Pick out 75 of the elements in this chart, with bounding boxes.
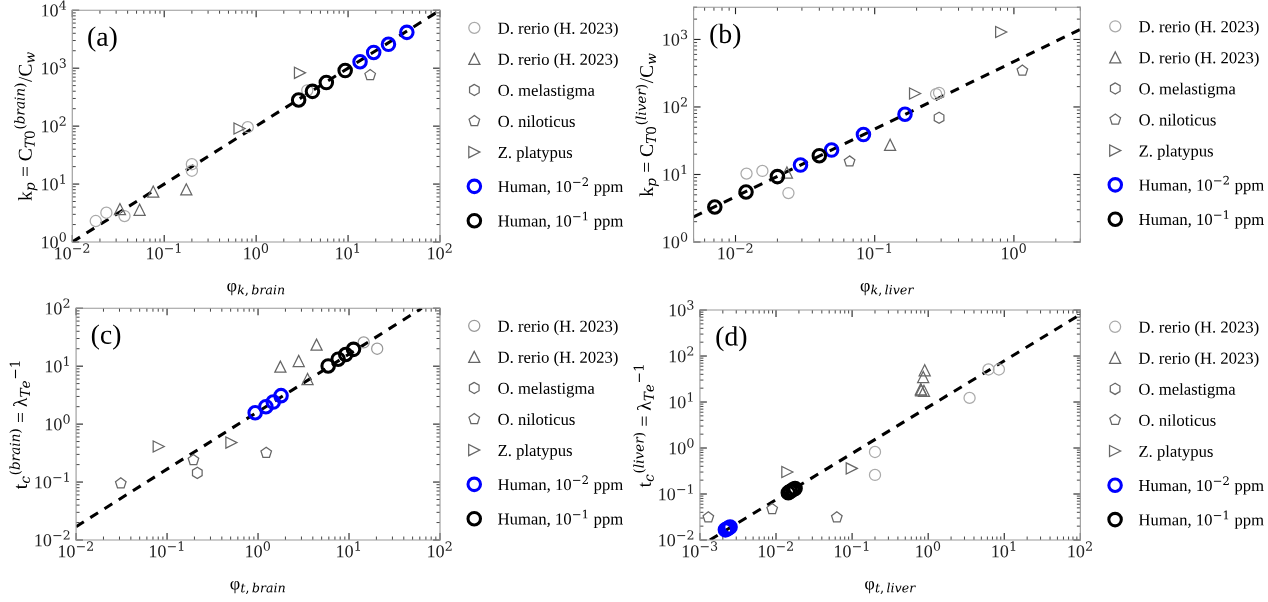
legend-label: Human, 10$^{−2}$ ppm bbox=[498, 177, 624, 196]
y-tick-label: 10$^{3}$ bbox=[663, 29, 688, 46]
x-tick-label: 10$^{−2}$ bbox=[718, 243, 753, 260]
y-tick-label: 10$^{0}$ bbox=[663, 232, 688, 249]
x-tick-label: 10$^{0}$ bbox=[244, 243, 269, 260]
legend-label: Human, 10$^{−2}$ ppm bbox=[1138, 476, 1264, 495]
x-tick-label: 10$^{−3}$ bbox=[682, 541, 718, 558]
legend-label: D. rerio (H. 2023) bbox=[498, 53, 618, 69]
x-tick-label: 10$^{0}$ bbox=[916, 541, 941, 558]
y-tick-label: 10$^{1}$ bbox=[663, 164, 687, 181]
legend-label: D. rerio (H. 2023) bbox=[498, 320, 618, 336]
legend-label: Z. platypus bbox=[498, 444, 572, 460]
annotation: (d) bbox=[716, 326, 747, 352]
x-tick-label: 10$^{−1}$ bbox=[147, 243, 181, 260]
legend-label: D. rerio (H. 2023) bbox=[498, 22, 618, 38]
legend-label: D. rerio (H. 2023) bbox=[498, 351, 618, 367]
legend-label: Z. platypus bbox=[498, 146, 573, 162]
x-tick-label: 10$^{−2}$ bbox=[58, 541, 93, 558]
legend-label: Human, 10$^{−1}$ ppm bbox=[1139, 210, 1264, 229]
legend-label: O. melastigma bbox=[1139, 383, 1236, 399]
x-tick-label: 10$^{0}$ bbox=[1002, 243, 1026, 260]
y-tick-label: 10$^{3}$ bbox=[669, 300, 694, 317]
x-tick-label: 10$^{0}$ bbox=[246, 541, 271, 558]
y-axis-title: t$_{c}$$^{(brain)}$ = λ$_{Te}$$^{−1}$ bbox=[9, 361, 31, 490]
legend-label: D. rerio (H. 2023) bbox=[1139, 20, 1259, 36]
y-tick-label: 10$^{2}$ bbox=[669, 346, 694, 363]
y-tick-label: 10$^{0}$ bbox=[45, 414, 70, 431]
x-axis-title: φ$_{k,liver}$ bbox=[860, 282, 914, 296]
y-tick-label: 10$^{3}$ bbox=[42, 58, 66, 75]
legend-label: O. melastigma bbox=[498, 382, 595, 398]
x-tick-label: 10$^{2}$ bbox=[1068, 541, 1092, 558]
legend-label: O. melastigma bbox=[498, 84, 595, 100]
y-tick-label: 10$^{2}$ bbox=[663, 97, 687, 114]
x-tick-label: 10$^{2}$ bbox=[428, 541, 452, 558]
legend-label: Z. platypus bbox=[1139, 144, 1213, 161]
y-tick-label: 10$^{−1}$ bbox=[659, 484, 693, 501]
legend-label: Human, 10$^{−1}$ ppm bbox=[498, 509, 623, 528]
legend-label: O. niloticus bbox=[1139, 113, 1216, 126]
annotation: (c) bbox=[91, 324, 121, 350]
legend-label: Human, 10$^{−1}$ ppm bbox=[498, 211, 624, 230]
y-tick-label: 10$^{2}$ bbox=[42, 116, 66, 133]
y-axis-title: k$_{p}$ = C$_{T0}$$^{(liver)}$/C$_{w}$ bbox=[635, 53, 659, 197]
legend-label: D. rerio (H. 2023) bbox=[1138, 321, 1259, 337]
x-axis-title: φ$_{t,liver}$ bbox=[865, 580, 916, 594]
y-tick-label: 10$^{4}$ bbox=[42, 0, 67, 17]
legend-label: D. rerio (H. 2023) bbox=[1138, 352, 1259, 368]
x-tick-label: 10$^{1}$ bbox=[992, 541, 1016, 558]
y-tick-label: 10$^{1}$ bbox=[669, 392, 693, 409]
y-tick-label: 10$^{1}$ bbox=[42, 174, 65, 191]
y-axis-title: t$_{c}$$^{(liver)}$ = λ$_{Te}$$^{−1}$ bbox=[633, 365, 654, 488]
annotation: (b) bbox=[710, 23, 741, 49]
x-tick-label: 10$^{1}$ bbox=[337, 541, 361, 558]
legend-label: Human, 10$^{−1}$ ppm bbox=[1138, 510, 1264, 529]
legend-label: Human, 10$^{−2}$ ppm bbox=[498, 475, 623, 494]
x-tick-label: 10$^{1}$ bbox=[336, 243, 360, 260]
legend-label: O. niloticus bbox=[498, 115, 575, 128]
x-tick-label: 10$^{−2}$ bbox=[758, 541, 793, 558]
annotation: (a) bbox=[88, 26, 117, 52]
legend-label: D. rerio (H. 2023) bbox=[1139, 51, 1259, 67]
y-tick-label: 10$^{0}$ bbox=[669, 438, 694, 455]
x-tick-label: 10$^{−1}$ bbox=[835, 541, 869, 558]
y-tick-label: 10$^{2}$ bbox=[45, 298, 70, 315]
legend-label: O. melastigma bbox=[1139, 82, 1236, 98]
y-axis-title: k$_{p}$ = C$_{T0}$$^{(brain)}$/C$_{w}$ bbox=[14, 52, 38, 201]
legend-label: O. niloticus bbox=[498, 413, 575, 426]
x-tick-label: 10$^{2}$ bbox=[428, 243, 452, 260]
x-tick-label: 10$^{−1}$ bbox=[857, 243, 892, 260]
legend-label: Z. platypus bbox=[1139, 445, 1213, 461]
x-axis-title: φ$_{t,brain}$ bbox=[230, 580, 285, 594]
x-tick-label: 10$^{−1}$ bbox=[149, 541, 184, 558]
x-axis-title: φ$_{k,brain}$ bbox=[227, 282, 285, 296]
y-tick-label: 10$^{−1}$ bbox=[35, 472, 69, 489]
legend-label: Human, 10$^{−2}$ ppm bbox=[1139, 175, 1264, 195]
y-tick-label: 10$^{1}$ bbox=[45, 356, 69, 373]
legend-label: O. niloticus bbox=[1139, 414, 1216, 427]
